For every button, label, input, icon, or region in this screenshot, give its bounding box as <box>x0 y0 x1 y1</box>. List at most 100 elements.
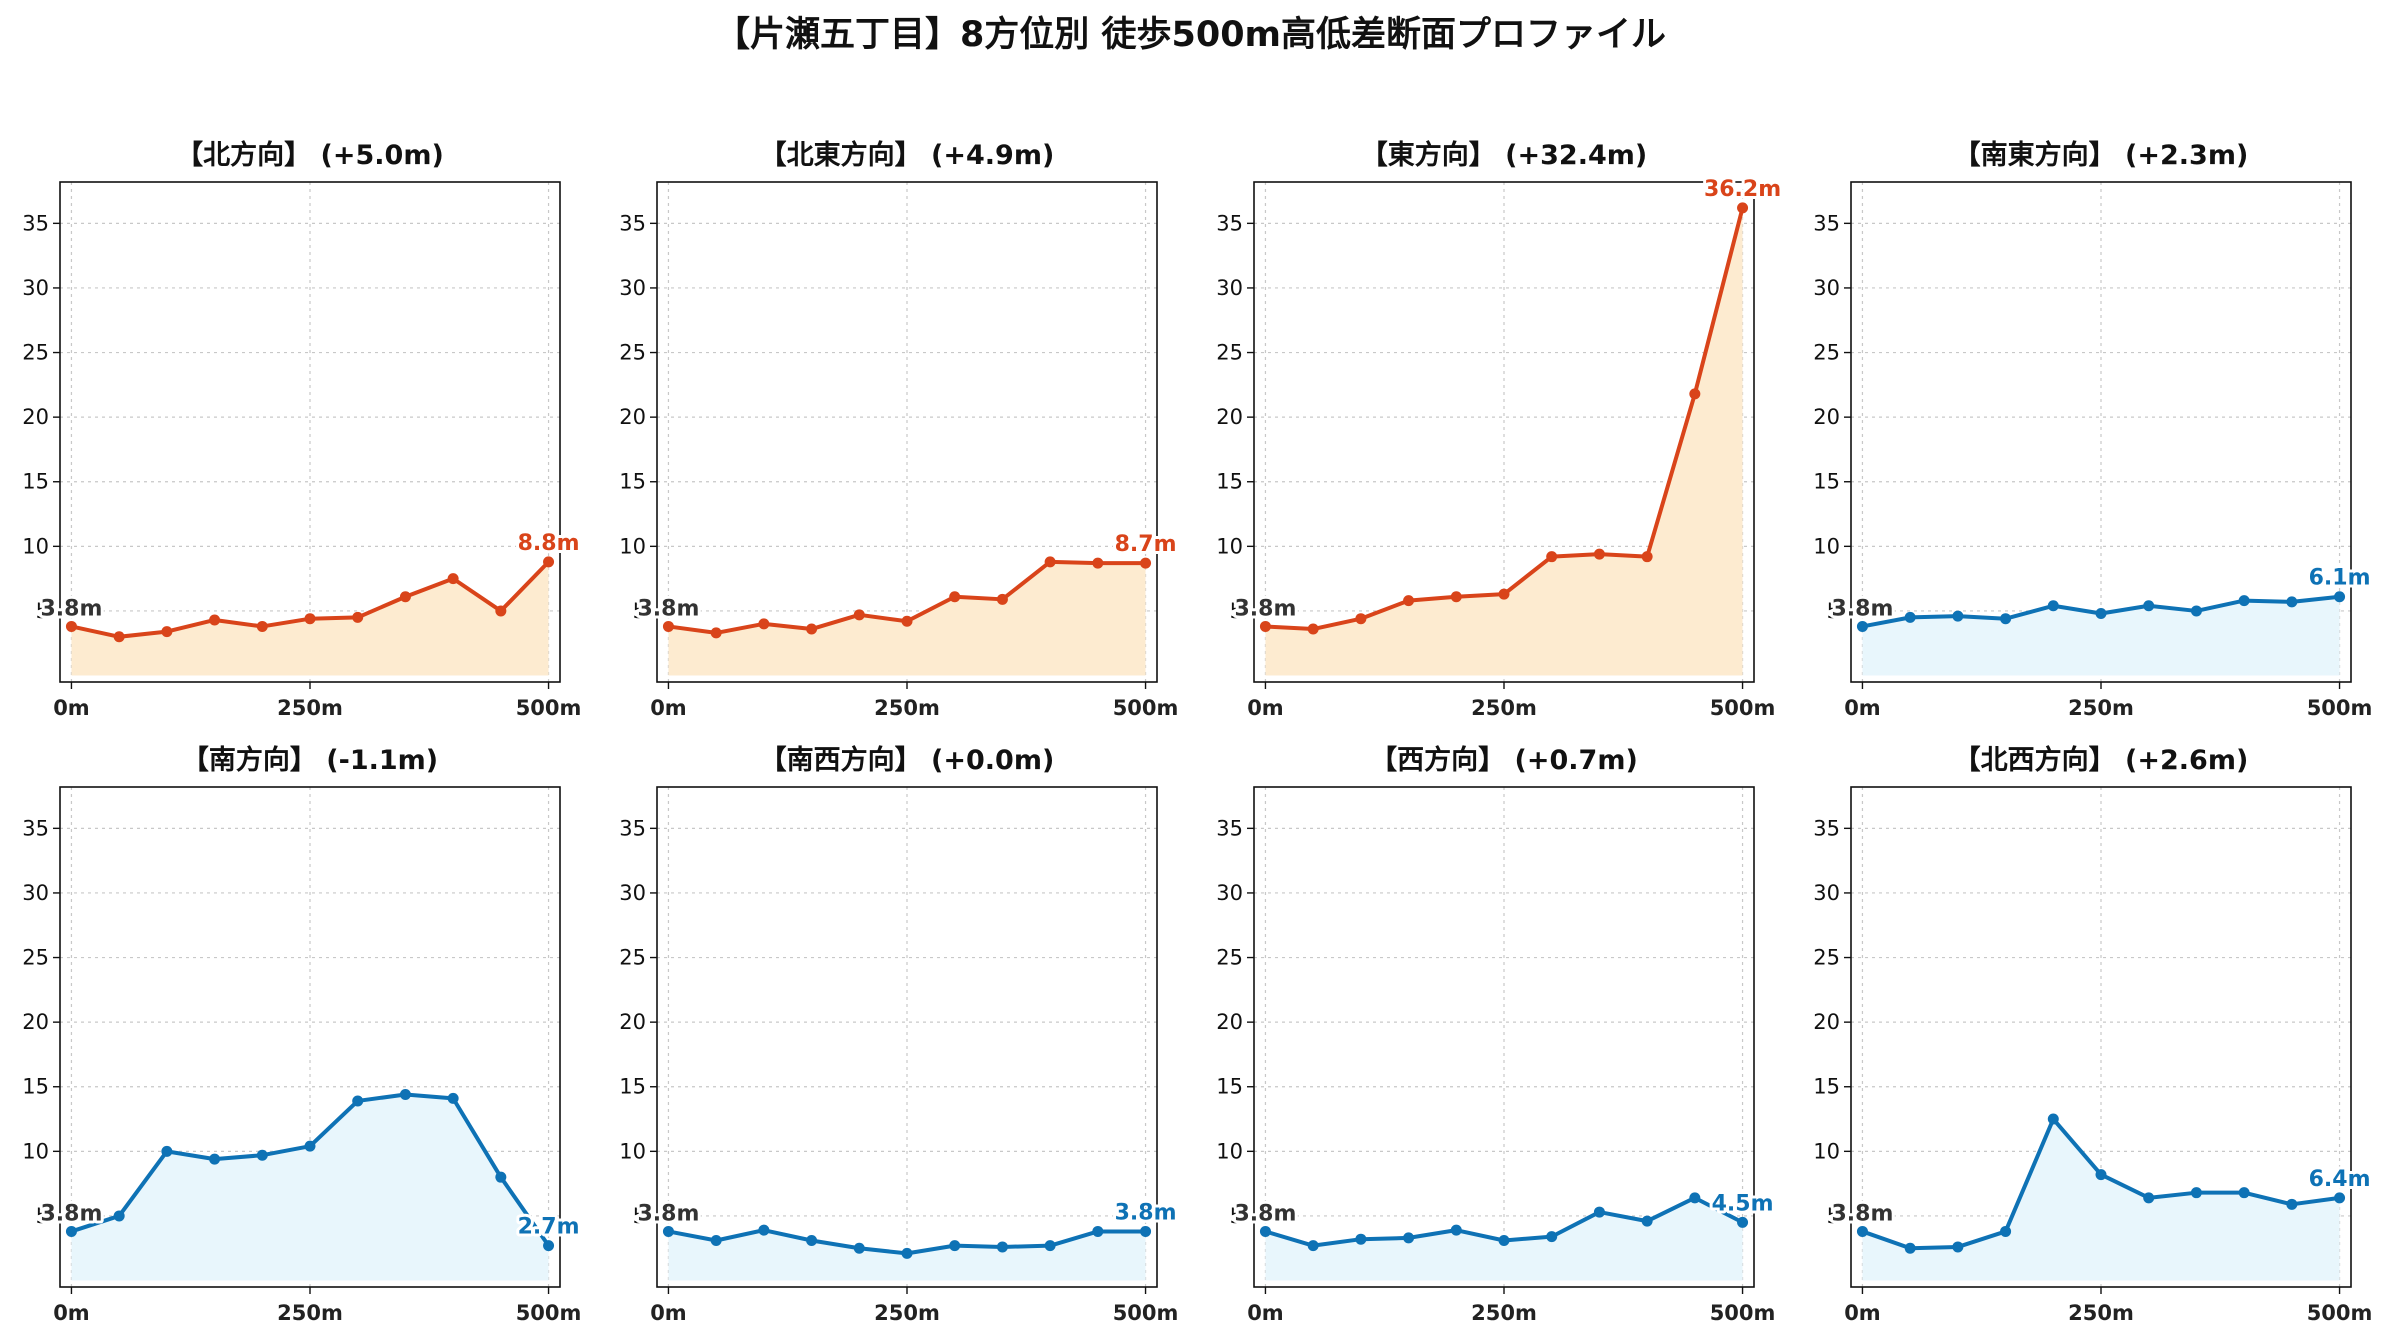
y-tick-label: 25 <box>1216 341 1243 365</box>
data-point <box>161 626 173 638</box>
start-elevation-label: 3.8m <box>40 1201 102 1226</box>
data-point <box>1904 1242 1916 1254</box>
data-point <box>352 1095 364 1107</box>
start-elevation-label: 3.8m <box>637 1201 699 1226</box>
area-fill <box>668 561 1146 676</box>
y-tick-label: 30 <box>1216 276 1243 300</box>
data-point <box>2000 1225 2012 1237</box>
panel-6: 【西方向】 (+0.7m) 5 10 15 20 25 30 35 0m 250m 500m 3.8m… <box>1216 744 1776 1325</box>
data-point <box>949 1240 961 1252</box>
x-tick-label: 0m <box>53 1301 90 1325</box>
data-point <box>1307 623 1319 635</box>
data-point <box>758 1224 770 1236</box>
y-tick-label: 15 <box>1216 470 1243 494</box>
panel-title: 【南東方向】 (+2.3m) <box>1954 139 2249 171</box>
data-point <box>1450 591 1462 603</box>
y-tick-label: 25 <box>22 341 49 365</box>
x-tick-label: 500m <box>1113 696 1179 720</box>
end-elevation-label: 36.2m <box>1704 177 1781 202</box>
panel-2: 【東方向】 (+32.4m) 5 10 15 20 25 30 35 0m 250m 500m 3.8… <box>1216 139 1784 720</box>
data-point <box>2047 600 2059 612</box>
data-point <box>399 591 411 603</box>
data-point <box>901 615 913 627</box>
y-tick-label: 35 <box>619 816 646 840</box>
y-tick-label: 10 <box>1216 534 1243 558</box>
y-tick-label: 10 <box>1813 534 1840 558</box>
x-tick-label: 0m <box>1247 1301 1284 1325</box>
y-tick-label: 10 <box>22 1139 49 1163</box>
x-tick-label: 0m <box>1247 696 1284 720</box>
y-tick-label: 25 <box>1813 341 1840 365</box>
panel-title: 【北西方向】 (+2.6m) <box>1954 744 2249 776</box>
x-tick-label: 250m <box>2068 696 2134 720</box>
data-point <box>2334 1192 2346 1204</box>
data-point <box>710 1234 722 1246</box>
y-tick-label: 35 <box>22 211 49 235</box>
y-tick-label: 5 <box>36 1204 49 1228</box>
end-elevation-label: 8.8m <box>518 531 580 556</box>
data-point <box>161 1145 173 1157</box>
data-point <box>1044 556 1056 568</box>
y-tick-label: 10 <box>1216 1139 1243 1163</box>
y-tick-label: 25 <box>1813 946 1840 970</box>
data-point <box>1355 1233 1367 1245</box>
y-tick-label: 10 <box>22 534 49 558</box>
y-tick-label: 30 <box>619 276 646 300</box>
y-tick-label: 35 <box>1813 816 1840 840</box>
x-tick-label: 500m <box>516 1301 582 1325</box>
data-point <box>758 618 770 630</box>
data-point <box>2047 1113 2059 1125</box>
panel-3: 【南東方向】 (+2.3m) 5 10 15 20 25 30 35 0m 250m 500m 3.8… <box>1813 139 2373 720</box>
panel-title: 【西方向】 (+0.7m) <box>1370 744 1638 776</box>
area-fill <box>71 1094 549 1281</box>
data-point <box>901 1247 913 1259</box>
data-point <box>1737 202 1749 214</box>
y-tick-label: 15 <box>1216 1075 1243 1099</box>
panel-7: 【北西方向】 (+2.6m) 5 10 15 20 25 30 35 0m 250m 500m 3.8… <box>1813 744 2373 1325</box>
data-point <box>853 1242 865 1254</box>
y-tick-label: 25 <box>1216 946 1243 970</box>
data-point <box>2238 1187 2250 1199</box>
data-point <box>1498 588 1510 600</box>
y-tick-label: 5 <box>1230 1204 1243 1228</box>
y-tick-label: 5 <box>36 599 49 623</box>
data-point <box>806 623 818 635</box>
y-tick-label: 5 <box>633 1204 646 1228</box>
data-point <box>1546 551 1558 563</box>
data-point <box>1689 388 1701 400</box>
data-point <box>113 1210 125 1222</box>
x-tick-label: 500m <box>516 696 582 720</box>
y-tick-label: 20 <box>619 405 646 429</box>
end-elevation-label: 2.7m <box>518 1215 580 1240</box>
x-tick-label: 250m <box>874 1301 940 1325</box>
data-point <box>806 1234 818 1246</box>
data-point <box>1355 613 1367 625</box>
data-point <box>1689 1192 1701 1204</box>
y-tick-label: 5 <box>1827 599 1840 623</box>
start-elevation-label: 3.8m <box>637 596 699 621</box>
data-point <box>1546 1231 1558 1243</box>
data-point <box>2143 1192 2155 1204</box>
data-point <box>256 1149 268 1161</box>
y-tick-label: 15 <box>619 470 646 494</box>
data-point <box>1641 1215 1653 1227</box>
y-tick-label: 35 <box>619 211 646 235</box>
panel-title: 【北方向】 (+5.0m) <box>176 139 444 171</box>
data-point <box>113 631 125 643</box>
y-tick-label: 15 <box>1813 470 1840 494</box>
data-point <box>1403 595 1415 607</box>
data-point <box>543 1240 555 1252</box>
y-tick-label: 35 <box>1216 816 1243 840</box>
data-point <box>495 1171 507 1183</box>
area-fill <box>1862 596 2340 676</box>
x-tick-label: 250m <box>874 696 940 720</box>
y-tick-label: 20 <box>1813 405 1840 429</box>
x-tick-label: 500m <box>1113 1301 1179 1325</box>
end-elevation-label: 8.7m <box>1115 532 1177 557</box>
data-point <box>662 1225 674 1237</box>
end-elevation-label: 4.5m <box>1712 1191 1774 1216</box>
y-tick-label: 30 <box>1813 881 1840 905</box>
x-tick-label: 250m <box>1471 696 1537 720</box>
x-tick-label: 0m <box>1844 1301 1881 1325</box>
